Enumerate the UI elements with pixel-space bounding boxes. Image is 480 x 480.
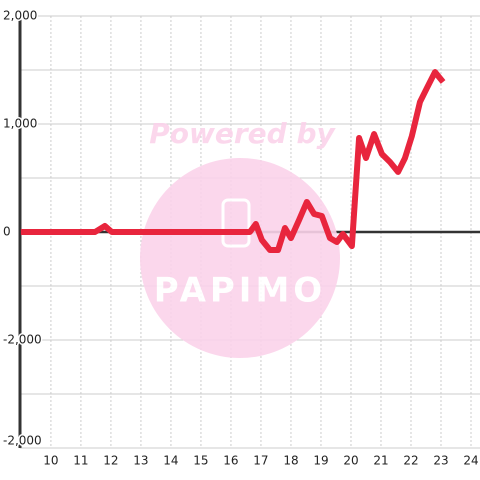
x-tick-label: 17 (253, 454, 268, 468)
y-tick-label: 0 (3, 225, 11, 239)
watermark-brand: PAPIMO (154, 271, 326, 311)
x-tick-label: 19 (313, 454, 328, 468)
y-tick-label: 2,000 (3, 9, 37, 23)
x-tick-label: 20 (343, 454, 358, 468)
x-tick-label: 24 (463, 454, 478, 468)
data-line (20, 69, 446, 254)
watermark-circle (140, 158, 340, 358)
watermark-phone (221, 198, 251, 248)
x-tick-label: 10 (43, 454, 58, 468)
x-tick-label: 11 (73, 454, 88, 468)
x-tick-label: 18 (283, 454, 298, 468)
x-tick-label: 13 (133, 454, 148, 468)
y-tick-label: -2,000 (3, 333, 42, 347)
y-tick-label: 1,000 (3, 117, 37, 131)
watermark-title: Powered by (149, 117, 336, 150)
watermark: PAPIMO Powered by (140, 117, 340, 358)
plot: 10 11 12 13 14 15 16 17 18 19 20 21 22 23 24 2,000 1,000… (2, 7, 479, 468)
x-tick-label: 14 (163, 454, 178, 468)
x-tick-label: 12 (103, 454, 118, 468)
y-tick-label: -2,000 (3, 434, 42, 448)
x-tick-label: 23 (433, 454, 448, 468)
x-tick-label: 15 (193, 454, 208, 468)
x-tick-label: 21 (373, 454, 388, 468)
x-tick-label: 22 (403, 454, 418, 468)
x-tick-label: 16 (223, 454, 238, 468)
